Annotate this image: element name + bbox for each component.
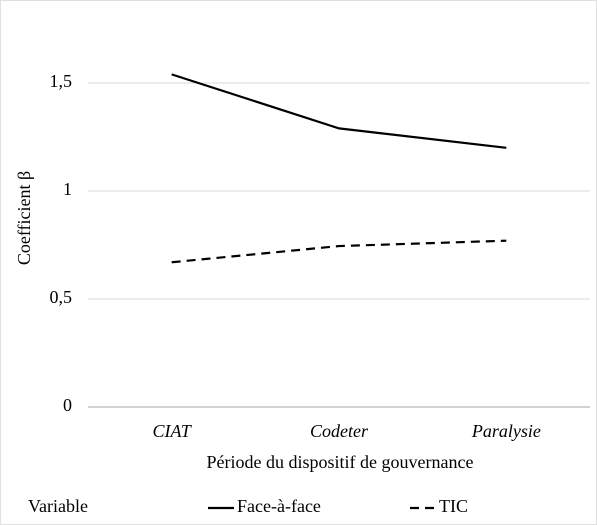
x-tick-label: Codeter (310, 421, 369, 441)
x-tick-label: Paralysie (471, 421, 541, 441)
legend-label: Face-à-face (237, 496, 321, 516)
y-tick-label: 1,5 (50, 71, 73, 91)
series-line (171, 73, 507, 149)
x-axis-label: Période du dispositif de gouvernance (207, 452, 474, 472)
legend-label: TIC (439, 496, 468, 516)
x-tick-label: CIAT (152, 421, 192, 441)
y-tick-label: 1 (63, 179, 72, 199)
series-line (171, 239, 507, 264)
y-axis-label: Coefficient β (14, 171, 34, 265)
y-tick-label: 0 (63, 395, 72, 415)
y-tick-label: 0,5 (50, 287, 73, 307)
legend-title: Variable (28, 496, 88, 516)
